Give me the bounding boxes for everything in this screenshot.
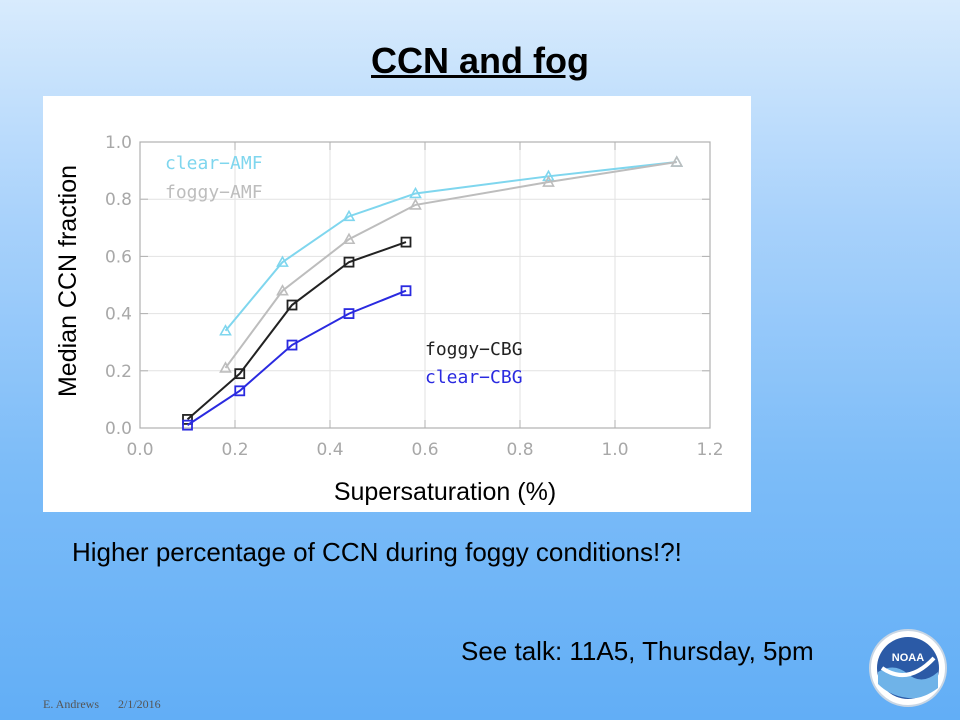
y-tick-label: 0.6 bbox=[105, 247, 132, 267]
chart-panel: 0.0 0.2 0.4 0.6 0.8 1.0 1.2 0.0 0.2 0.4 0.6 0.8 1.0 S… bbox=[43, 96, 751, 512]
y-tick-label: 0.4 bbox=[105, 305, 132, 325]
data-point bbox=[182, 419, 193, 431]
data-point bbox=[276, 255, 289, 267]
data-point bbox=[219, 361, 232, 373]
data-point bbox=[542, 169, 555, 182]
footer: E. Andrews 2/1/2016 bbox=[43, 697, 177, 712]
y-axis-label: Median CCN fraction bbox=[54, 165, 82, 397]
data-point bbox=[286, 299, 298, 311]
data-point bbox=[409, 198, 422, 210]
footer-author: E. Andrews bbox=[43, 697, 99, 711]
x-tick-label: 0.6 bbox=[411, 440, 438, 460]
y-tick-label: 0.8 bbox=[105, 190, 132, 210]
legend-entry-2: foggy−CBG bbox=[425, 339, 523, 360]
data-point bbox=[182, 414, 193, 425]
x-tick-label: 1.0 bbox=[601, 440, 628, 460]
data-point bbox=[276, 284, 289, 296]
x-tick-label: 0.8 bbox=[506, 440, 533, 460]
legend-entry-1: foggy−AMF bbox=[165, 182, 263, 203]
data-point bbox=[400, 236, 412, 248]
y-tick-label: 0.2 bbox=[105, 362, 132, 382]
data-point bbox=[343, 256, 355, 268]
x-tick-label: 0.4 bbox=[316, 440, 343, 460]
talk-reference-text: See talk: 11A5, Thursday, 5pm bbox=[461, 636, 814, 666]
series-line-2 bbox=[186, 241, 407, 421]
x-axis-label: Supersaturation (%) bbox=[334, 478, 556, 506]
data-point bbox=[342, 209, 356, 222]
data-point bbox=[219, 324, 232, 336]
noaa-logo-icon: NOAA bbox=[869, 629, 947, 707]
data-point bbox=[343, 308, 355, 320]
legend-entry-0: clear−AMF bbox=[165, 153, 263, 174]
logo-text: NOAA bbox=[892, 652, 924, 664]
series-line-1 bbox=[224, 161, 677, 369]
y-tick-label: 1.0 bbox=[105, 133, 132, 153]
ccn-fraction-chart: 0.0 0.2 0.4 0.6 0.8 1.0 1.2 0.0 0.2 0.4 0.6 0.8 1.0 S… bbox=[54, 133, 724, 506]
legend-entry-3: clear−CBG bbox=[425, 367, 523, 388]
data-point bbox=[234, 368, 246, 380]
x-tick-label: 0.2 bbox=[221, 440, 248, 460]
data-point bbox=[542, 175, 555, 187]
slide-title: CCN and fog bbox=[371, 40, 589, 81]
x-tick-label: 1.2 bbox=[696, 440, 723, 460]
data-point bbox=[234, 385, 246, 397]
y-tick-label: 0.0 bbox=[105, 419, 132, 439]
x-tick-label: 0.0 bbox=[126, 440, 153, 460]
data-point bbox=[286, 339, 298, 351]
data-point bbox=[409, 186, 422, 199]
footer-date: 2/1/2016 bbox=[118, 697, 161, 711]
data-point bbox=[342, 232, 356, 245]
data-point bbox=[400, 285, 412, 297]
data-point bbox=[670, 155, 684, 167]
series-line-0 bbox=[224, 161, 677, 332]
body-text: Higher percentage of CCN during foggy co… bbox=[72, 537, 682, 567]
series-line-3 bbox=[186, 289, 407, 426]
